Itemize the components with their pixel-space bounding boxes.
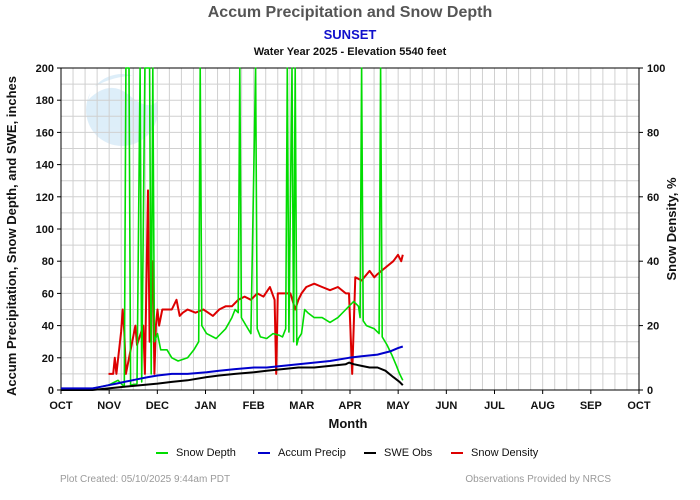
y-tick-label: 60 xyxy=(42,288,54,300)
x-tick-label: OCT xyxy=(627,400,651,412)
series-line-snow-density xyxy=(108,189,404,375)
y2-tick-label: 60 xyxy=(647,192,659,204)
legend-label-accum-precip: Accum Precip xyxy=(278,447,346,459)
y2-tick-label: 80 xyxy=(647,127,659,139)
y-tick-label: 100 xyxy=(36,224,54,236)
y-tick-label: 80 xyxy=(42,256,54,268)
series-line-snow-depth xyxy=(61,67,404,390)
chart-axes: 0 20 40 60 80 100 120 140 160 180 200 0 20 40 60 80 100 O… xyxy=(36,63,666,412)
legend-swatch-snow-density xyxy=(451,452,463,454)
x-tick-label: MAR xyxy=(289,400,314,412)
y2-tick-label: 100 xyxy=(647,63,665,75)
x-tick-label: NOV xyxy=(97,400,122,412)
y2-tick-label: 40 xyxy=(647,256,659,268)
chart-series xyxy=(61,67,404,391)
legend-swatch-swe-obs xyxy=(364,452,376,454)
plot-created-note: Plot Created: 05/10/2025 9:44am PDT xyxy=(60,474,231,485)
legend-item-accum-precip: Accum Precip xyxy=(258,447,346,459)
x-tick-label: MAY xyxy=(386,400,410,412)
x-tick-label: DEC xyxy=(146,400,169,412)
y-tick-label: 180 xyxy=(36,95,54,107)
y-tick-label: 160 xyxy=(36,127,54,139)
series-line-swe-obs xyxy=(61,361,404,391)
y-tick-label: 140 xyxy=(36,160,54,172)
x-tick-label: OCT xyxy=(49,400,73,412)
y-tick-label: 40 xyxy=(42,321,54,333)
y-tick-label: 0 xyxy=(48,385,54,397)
x-tick-label: FEB xyxy=(243,400,265,412)
y-tick-label: 200 xyxy=(36,63,54,75)
y2-tick-label: 0 xyxy=(647,385,653,397)
station-name: SUNSET xyxy=(323,27,377,42)
chart-title: Accum Precipitation and Snow Depth xyxy=(207,4,493,21)
x-tick-label: JAN xyxy=(194,400,216,412)
legend-label-snow-depth: Snow Depth xyxy=(176,447,236,459)
series-line-accum-precip xyxy=(61,345,404,390)
legend-swatch-snow-depth xyxy=(156,452,168,454)
legend-label-snow-density: Snow Density xyxy=(471,447,539,459)
x-tick-label: AUG xyxy=(530,400,554,412)
legend-item-snow-density: Snow Density xyxy=(451,447,538,459)
chart-subtitle: Water Year 2025 - Elevation 5540 feet xyxy=(253,46,447,58)
x-axis-label: Month xyxy=(329,416,368,431)
legend-item-snow-depth: Snow Depth xyxy=(156,447,236,459)
x-tick-label: JUL xyxy=(484,400,505,412)
x-tick-label: APR xyxy=(338,400,361,412)
x-tick-label: SEP xyxy=(580,400,602,412)
x-tick-label: JUN xyxy=(435,400,457,412)
y-tick-label: 120 xyxy=(36,192,54,204)
y-tick-label: 20 xyxy=(42,353,54,365)
legend-swatch-accum-precip xyxy=(258,452,270,454)
y2-tick-label: 20 xyxy=(647,321,659,333)
data-provider-note: Observations Provided by NRCS xyxy=(465,474,611,485)
y-axis-label: Accum Precipitation, Snow Depth, and SWE… xyxy=(4,76,19,396)
y2-axis-label: Snow Density, % xyxy=(664,177,679,280)
legend-label-swe-obs: SWE Obs xyxy=(384,447,433,459)
legend-item-swe-obs: SWE Obs xyxy=(364,447,432,459)
